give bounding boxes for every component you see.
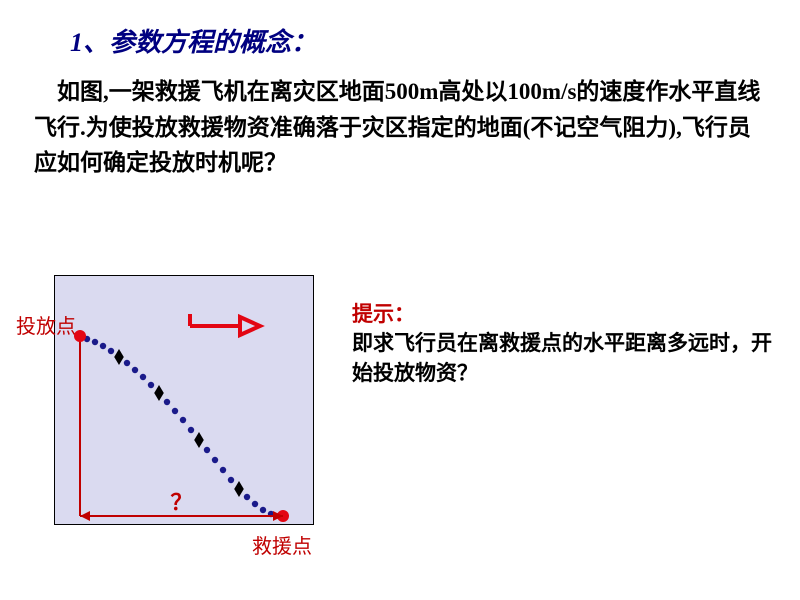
hint-title: 提示： <box>352 302 415 326</box>
trajectory-diagram: ？ <box>54 275 314 525</box>
diagram-svg: ？ <box>55 276 315 526</box>
svg-text:？: ？ <box>170 490 192 515</box>
hint-block: 提示： 即求飞行员在离救援点的水平距离多远时，开始投放物资？ <box>352 298 772 389</box>
hint-body: 即求飞行员在离救援点的水平距离多远时，开始投放物资？ <box>352 328 772 389</box>
section-title: 1、参数方程的概念： <box>70 22 317 59</box>
rescue-label: 救援点 <box>252 530 312 559</box>
launch-label: 投放点 <box>16 310 76 339</box>
problem-text: 如图,一架救援飞机在离灾区地面500m高处以100m/s的速度作水平直线飞行.为… <box>34 74 766 181</box>
